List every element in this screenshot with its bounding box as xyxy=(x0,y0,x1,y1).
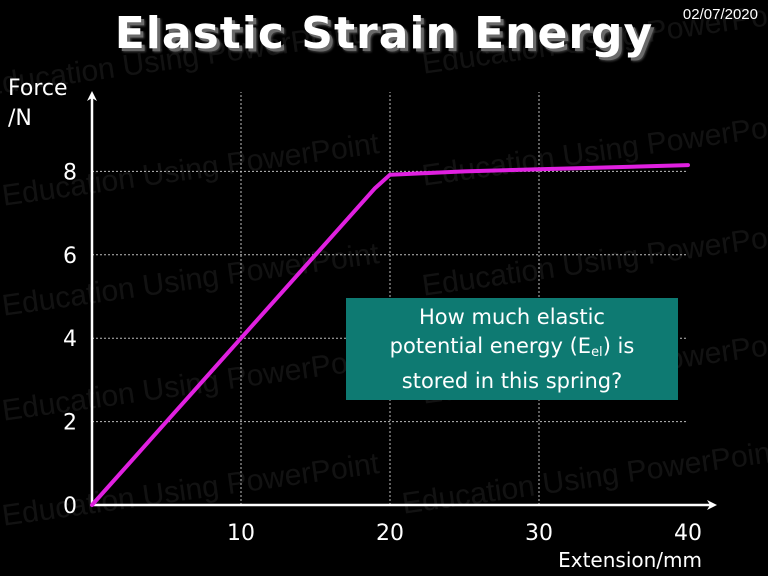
x-axis-label: Extension/mm xyxy=(558,548,702,572)
y-tick-label: 8 xyxy=(63,160,77,185)
y-axis-label-line2: /N xyxy=(8,106,32,131)
question-callout: How much elastic potential energy (Eel) … xyxy=(346,298,678,400)
y-axis-label: Force /N xyxy=(8,74,68,134)
callout-line2-after: ) is xyxy=(602,333,635,358)
callout-line2-before: potential energy (E xyxy=(389,333,592,358)
y-tick-label: 4 xyxy=(63,327,77,352)
tick-labels: 10 20 30 40 0 2 4 6 8 xyxy=(63,160,702,546)
force-extension-line xyxy=(90,163,690,507)
y-tick-label: 0 xyxy=(63,494,77,519)
x-tick-label: 40 xyxy=(674,521,702,546)
x-tick-label: 10 xyxy=(227,521,255,546)
slide-date: 02/07/2020 xyxy=(682,6,758,23)
callout-line3: stored in this spring? xyxy=(401,368,623,393)
y-tick-label: 6 xyxy=(63,244,77,269)
slide-title: Elastic Strain Energy xyxy=(114,8,654,59)
y-axis-label-line1: Force xyxy=(8,76,68,101)
callout-line2-sub: el xyxy=(591,344,603,360)
x-tick-label: 30 xyxy=(525,521,553,546)
x-tick-label: 20 xyxy=(376,521,404,546)
y-tick-label: 2 xyxy=(63,411,77,436)
callout-line1: How much elastic xyxy=(419,304,605,329)
